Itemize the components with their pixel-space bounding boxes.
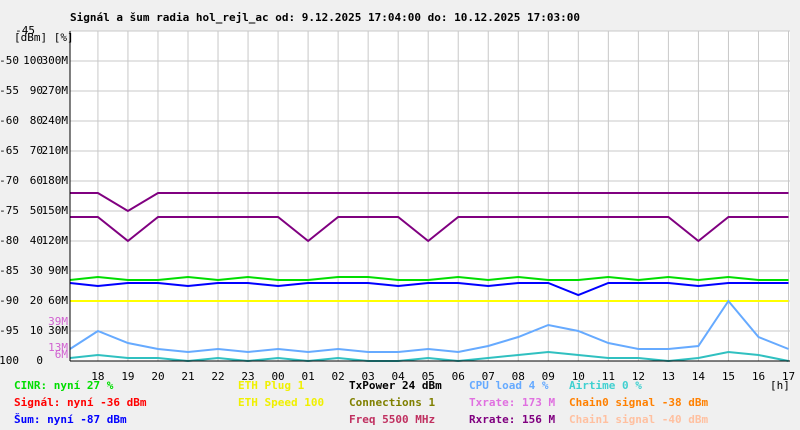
x-tick-label: 20 (151, 370, 164, 383)
m-tick-label: 210M (42, 144, 69, 157)
x-tick-label: 12 (632, 370, 645, 383)
x-tick-label: 10 (572, 370, 585, 383)
x-tick-label: 17 (782, 370, 795, 383)
legend-item: TxPower 24 dBm (349, 379, 442, 392)
legend-item: Chain0 signal -38 dBm (569, 396, 708, 409)
legend-item: Šum: nyní -87 dBm (14, 413, 127, 426)
series-line (69, 282, 789, 297)
y-tick-label: -60 (0, 114, 19, 127)
plot-area (70, 31, 790, 361)
m-tick-label: 180M (42, 174, 69, 187)
pct-tick-label: 90 (30, 84, 43, 97)
y-tick-label: -75 (0, 204, 19, 217)
pct-tick-label: 0 (36, 354, 43, 367)
m-tick-label: 150M (42, 204, 69, 217)
pct-tick-label: 20 (30, 294, 43, 307)
legend-item: CPU load 4 % (469, 379, 549, 392)
legend-item: ETH Speed 100 (238, 396, 324, 409)
pct-tick-label: 40 (30, 234, 43, 247)
legend-item: Freq 5500 MHz (349, 413, 435, 426)
y-tick-label: -95 (0, 324, 19, 337)
pct-tick-label: 10 (30, 324, 43, 337)
pct-tick-label: 30 (30, 264, 43, 277)
x-tick-label: 03 (362, 370, 375, 383)
series-line (70, 192, 789, 213)
series-line (69, 299, 789, 354)
annotation: 13M (48, 341, 68, 354)
x-tick-label: 15 (722, 370, 735, 383)
x-tick-label: 08 (512, 370, 525, 383)
legend-item: Rxrate: 156 M (469, 413, 555, 426)
legend-item: Airtime 0 % (569, 379, 642, 392)
x-tick-label: 06 (452, 370, 465, 383)
x-tick-label: 11 (602, 370, 615, 383)
legend-item: ETH Plug 1 (238, 379, 305, 392)
m-tick-label: 270M (42, 84, 69, 97)
m-tick-label: 120M (42, 234, 69, 247)
y-tick-label: -90 (0, 294, 19, 307)
m-tick-label: 240M (42, 114, 69, 127)
annotation: 6M (55, 348, 69, 361)
annotation: 39M (48, 315, 68, 328)
pct-tick-label: 60 (30, 174, 43, 187)
y-tick-label: -100 (0, 354, 19, 367)
y-tick-label: -70 (0, 174, 19, 187)
x-tick-label: 18 (91, 370, 104, 383)
x-tick-label: 05 (422, 370, 435, 383)
x-tick-label: 01 (301, 370, 314, 383)
x-tick-label: 13 (662, 370, 675, 383)
pct-tick-label: 50 (30, 204, 43, 217)
legend-item: Signál: nyní -36 dBm (14, 396, 147, 409)
m-tick-label: 60M (48, 294, 68, 307)
series-line (69, 275, 789, 282)
legend-item: CINR: nyní 27 % (14, 379, 114, 392)
x-tick-label: 21 (181, 370, 194, 383)
y-tick-label: -50 (0, 54, 19, 67)
y-tick-label: -85 (0, 264, 19, 277)
m-tick-label: 30M (48, 324, 68, 337)
x-tick-label: 09 (542, 370, 555, 383)
legend-item: Connections 1 (349, 396, 435, 409)
x-tick-label: 07 (482, 370, 495, 383)
legend-item: Chain1 signal -40 dBm (569, 413, 708, 426)
x-tick-label: 22 (211, 370, 224, 383)
y-tick-label: -45 (15, 24, 35, 37)
x-tick-label: 19 (121, 370, 134, 383)
legend-item: Txrate: 173 M (469, 396, 555, 409)
x-tick-label: 04 (392, 370, 406, 383)
y-tick-label: -65 (0, 144, 19, 157)
x-tick-label: 00 (271, 370, 284, 383)
series-line (70, 216, 789, 243)
x-tick-label: 16 (752, 370, 765, 383)
pct-tick-label: 80 (30, 114, 43, 127)
pct-tick-label: 70 (30, 144, 43, 157)
x-tick-label: 23 (241, 370, 254, 383)
y-tick-label: -55 (0, 84, 19, 97)
m-tick-label: 300M (42, 54, 69, 67)
x-unit: [h] (770, 379, 790, 392)
pct-tick-label: 100 (23, 54, 43, 67)
x-tick-label: 02 (331, 370, 344, 383)
y-units: [dBm] [%] (14, 31, 74, 44)
x-tick-label: 14 (692, 370, 706, 383)
m-tick-label: 90M (48, 264, 68, 277)
chart-title: Signál a šum radia hol_rejl_ac od: 9.12.… (70, 11, 580, 24)
y-tick-label: -80 (0, 234, 19, 247)
